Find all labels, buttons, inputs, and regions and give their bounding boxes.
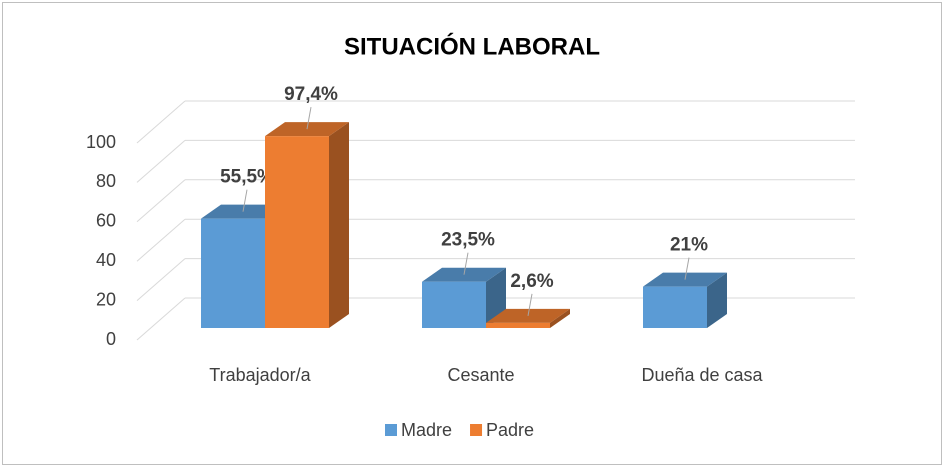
bar-front bbox=[265, 136, 329, 328]
y-tick-label: 0 bbox=[106, 329, 116, 349]
leader-line bbox=[306, 107, 312, 130]
data-label: 55,5% bbox=[220, 167, 274, 188]
leader-line bbox=[463, 252, 469, 275]
leader-line bbox=[527, 293, 533, 316]
bar-side bbox=[550, 308, 570, 328]
data-label: 23,5% bbox=[441, 230, 495, 251]
grid-line-floor bbox=[136, 179, 186, 223]
grid-line-floor bbox=[136, 258, 186, 301]
data-label: 2,6% bbox=[510, 271, 553, 292]
legend-swatch bbox=[470, 424, 483, 436]
bar-front bbox=[643, 286, 707, 328]
grid-line-floor bbox=[136, 218, 186, 262]
data-label: 21% bbox=[670, 235, 708, 256]
bar bbox=[643, 272, 727, 328]
x-tick-label: Dueña de casa bbox=[641, 365, 763, 385]
grid-line-floor bbox=[136, 100, 186, 144]
legend-label: Madre bbox=[401, 420, 452, 440]
leader-line bbox=[242, 189, 248, 212]
x-tick-label: Trabajador/a bbox=[209, 365, 311, 385]
leader-line bbox=[684, 257, 690, 280]
y-tick-label: 60 bbox=[96, 211, 116, 231]
y-tick-label: 80 bbox=[96, 171, 116, 191]
bar bbox=[265, 122, 349, 328]
bar-front bbox=[422, 281, 486, 328]
y-tick-label: 100 bbox=[86, 132, 116, 152]
legend-label: Padre bbox=[486, 420, 534, 440]
y-tick-label: 40 bbox=[96, 250, 116, 270]
chart-title: SITUACIÓN LABORAL bbox=[344, 32, 600, 60]
x-tick-label: Cesante bbox=[447, 365, 514, 385]
legend-swatch bbox=[385, 424, 397, 436]
grid-line-floor bbox=[136, 140, 186, 183]
bar-front bbox=[201, 218, 265, 328]
data-label: 97,4% bbox=[284, 84, 338, 105]
bar-side bbox=[707, 272, 727, 328]
bar-front bbox=[486, 322, 550, 328]
y-tick-label: 20 bbox=[96, 289, 116, 309]
grid-line-floor bbox=[136, 297, 186, 341]
bar-side bbox=[329, 122, 349, 328]
